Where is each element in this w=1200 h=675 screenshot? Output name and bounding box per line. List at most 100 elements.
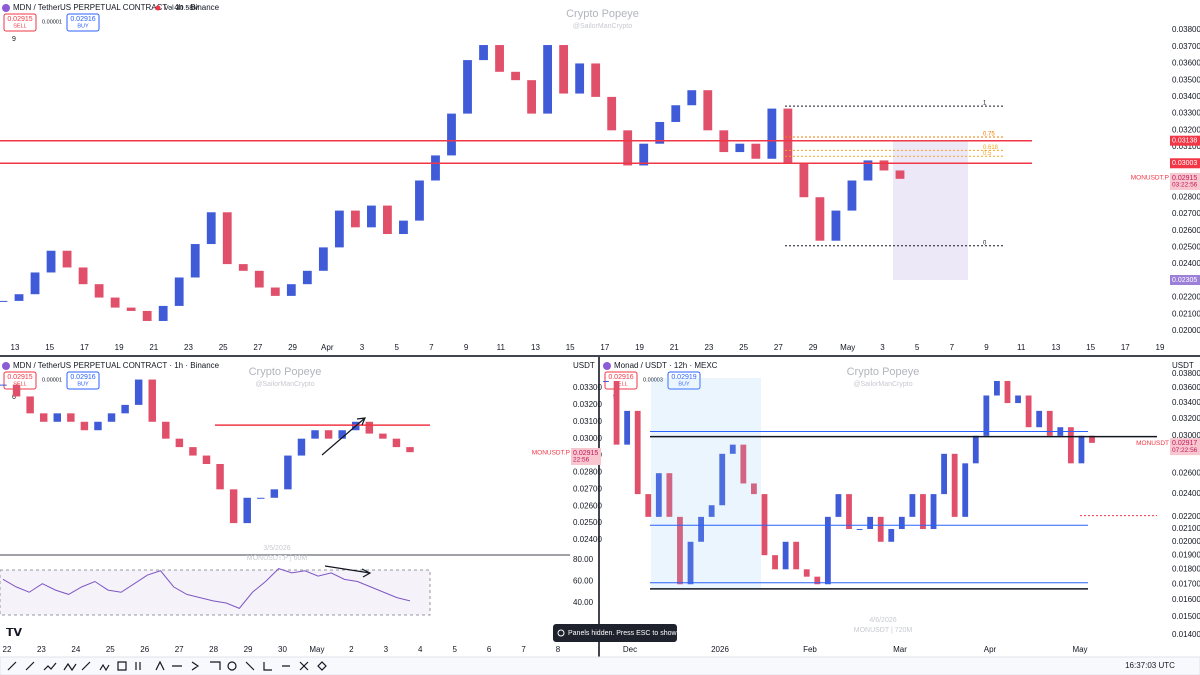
sell-label: SELL [13, 23, 26, 29]
watermark: Crypto Popeye [249, 366, 322, 378]
candle [121, 404, 129, 414]
price-label: 0.02500 [573, 518, 602, 527]
fib-label: 0.5 [983, 151, 992, 157]
currency-label: USDT [1172, 361, 1194, 370]
candle [158, 305, 168, 321]
candle [142, 310, 152, 321]
toolbar-icons[interactable] [7, 660, 327, 672]
candle [80, 421, 89, 431]
buy-button[interactable] [667, 371, 701, 390]
candle [803, 569, 810, 577]
time-label: 3 [360, 343, 365, 352]
candle [126, 307, 136, 311]
time-label: 23 [37, 645, 46, 654]
candle [338, 430, 346, 439]
candle [1015, 395, 1021, 404]
candle [1004, 380, 1011, 404]
time-label: 13 [1051, 343, 1060, 352]
time-label: 28 [209, 645, 218, 654]
time-label: May [1072, 645, 1087, 654]
watermark-handle: @SailorManCrypto [255, 381, 314, 388]
time-label: Mar [893, 645, 907, 654]
candle [740, 444, 747, 484]
price-label: 0.03400 [1172, 398, 1200, 407]
time-label: 17 [1121, 343, 1130, 352]
candle [719, 453, 726, 506]
candle [623, 130, 633, 166]
time-label: 22 [3, 645, 12, 654]
price-label: 0.03600 [1172, 59, 1200, 68]
time-label: 8 [556, 645, 561, 654]
candle [930, 494, 937, 530]
time-label: 29 [288, 343, 297, 352]
candle [782, 541, 789, 570]
sell-button[interactable] [604, 371, 638, 390]
candle [888, 529, 895, 542]
sell-price: 0.02915 [7, 16, 32, 23]
buy-button[interactable] [66, 371, 100, 390]
time-label: 5 [915, 343, 920, 352]
time-label: Apr [321, 343, 334, 352]
candle [835, 494, 842, 517]
candle [206, 212, 216, 245]
candle [189, 447, 197, 456]
price-label: 0.03200 [1172, 125, 1200, 134]
tag-price: 0.03138 [1172, 138, 1197, 145]
buy-button[interactable] [66, 13, 100, 32]
tag-countdown: 03:22:56 [1172, 182, 1198, 189]
volume-profile [651, 378, 761, 588]
candle [110, 297, 120, 308]
price-label: 0.02100 [1172, 524, 1200, 533]
time-label: 3 [880, 343, 885, 352]
price-tag [571, 448, 601, 466]
fib-label: 0.618 [983, 145, 999, 151]
candle [909, 494, 916, 517]
candle [174, 277, 184, 306]
candle [94, 421, 102, 431]
candle [12, 384, 21, 397]
buy-label: BUY [77, 381, 89, 387]
candle [591, 63, 601, 97]
spread: 0.00003 [643, 377, 663, 383]
candle [311, 430, 319, 439]
time-label: 26 [140, 645, 149, 654]
buy-price: 0.02916 [70, 374, 95, 381]
time-label: 3 [384, 645, 389, 654]
candle [26, 396, 34, 414]
time-label: 7 [950, 343, 955, 352]
candle [698, 516, 704, 542]
time-label: 4 [418, 645, 423, 654]
candle [216, 464, 224, 490]
rsi-line [2, 568, 411, 609]
price-tag [1170, 172, 1200, 190]
candle [53, 413, 61, 422]
candle [1046, 410, 1053, 436]
sell-button[interactable] [3, 13, 37, 32]
watermark-footer: MONUSDT | 720M [854, 627, 913, 634]
time-label: 15 [566, 343, 575, 352]
candle [1067, 427, 1074, 464]
time-label: 24 [71, 645, 80, 654]
candle [222, 212, 232, 265]
candle [941, 453, 947, 495]
price-label: 0.01600 [1172, 595, 1200, 604]
price-label: 0.02100 [1172, 309, 1200, 318]
candle [30, 272, 40, 295]
price-label: 0.01400 [1172, 630, 1200, 639]
candle [324, 430, 333, 439]
volume: Vol 30.58M [164, 5, 199, 12]
candle [511, 71, 520, 81]
time-label: Apr [984, 645, 997, 654]
time-label: 19 [115, 343, 124, 352]
time-label: 30 [278, 645, 287, 654]
price-label: 0.01500 [1172, 612, 1200, 621]
candle [367, 205, 376, 228]
candle [463, 60, 472, 114]
tag-symbol: MONUSDT.P [1131, 175, 1169, 182]
price-label: 0.03800 [1172, 25, 1200, 34]
price-label: 0.01700 [1172, 579, 1200, 588]
tag-symbol: MONUSDT.P [532, 450, 570, 457]
candle [815, 197, 825, 241]
candle [297, 438, 306, 456]
